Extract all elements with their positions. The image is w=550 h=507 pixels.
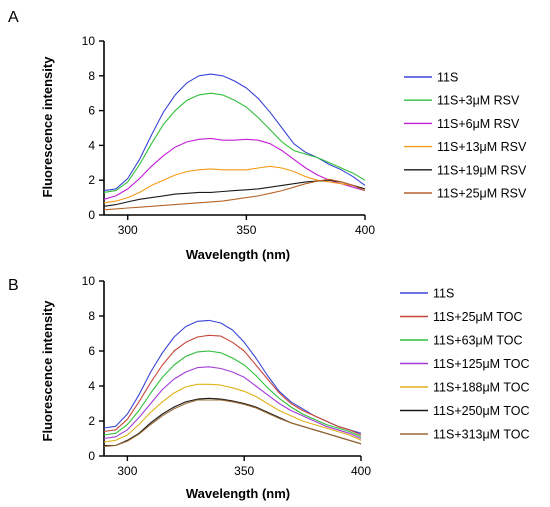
series-line	[103, 319, 362, 434]
series-line	[103, 137, 366, 200]
x-tick-label: 300	[117, 464, 137, 478]
x-tick-label: 350	[234, 464, 254, 478]
series-line	[103, 73, 366, 192]
panel-label: B	[8, 277, 19, 294]
legend-label: 11S+250μM TOC	[433, 404, 530, 418]
plot-area: 0 2 4 6 8 10 300 350 400	[82, 34, 376, 237]
x-axis-label: Wavelength (nm)	[186, 247, 290, 262]
panel-a: A 0 2 4 6 8 10 300 350 400 Fluorescence intensit…	[8, 9, 527, 262]
y-tick-label: 10	[82, 274, 96, 288]
y-tick-label: 4	[88, 138, 95, 152]
legend-label: 11S+13μM RSV	[437, 140, 527, 154]
series-line	[103, 334, 362, 436]
legend-label: 11S+63μM TOC	[433, 334, 523, 348]
series-line	[103, 92, 366, 193]
y-axis-label: Fluorescence intensity	[40, 300, 55, 442]
series-line	[103, 179, 366, 207]
x-tick-label: 400	[351, 464, 371, 478]
x-tick-label: 350	[236, 223, 256, 237]
legend-label: 11S+313μM TOC	[433, 428, 530, 442]
x-axis-label: Wavelength (nm)	[186, 486, 290, 501]
panel-b: B 0 2 4 6 8 10 300 350 400 Fluorescence intensit…	[8, 274, 530, 501]
y-tick-label: 8	[88, 309, 95, 323]
legend-label: 11S+25μM TOC	[433, 310, 523, 324]
y-axis-label: Fluorescence intensity	[40, 56, 55, 198]
series-line	[103, 350, 362, 438]
y-tick-label: 10	[82, 34, 96, 48]
y-tick-label: 6	[88, 104, 95, 118]
y-tick-label: 8	[88, 69, 95, 83]
y-tick-label: 2	[88, 414, 95, 428]
series-line	[103, 366, 362, 440]
x-tick-label: 400	[355, 223, 375, 237]
legend-label: 11S	[433, 287, 454, 301]
legend-label: 11S+6μM RSV	[437, 117, 520, 131]
legend-label: 11S+19μM RSV	[437, 163, 527, 177]
plot-area: 0 2 4 6 8 10 300 350 400	[82, 274, 372, 478]
legend-label: 11S+188μM TOC	[433, 381, 530, 395]
y-tick-label: 0	[88, 449, 95, 463]
legend-label: 11S+125μM TOC	[433, 357, 530, 371]
legend-label: 11S+25μM RSV	[437, 187, 527, 201]
legend-label: 11S+3μM RSV	[437, 94, 520, 108]
y-tick-label: 6	[88, 344, 95, 358]
panel-label: A	[8, 9, 19, 26]
legend-label: 11S	[437, 71, 458, 85]
series-line	[103, 399, 362, 447]
legend: 11S 11S+25μM TOC 11S+63μM TOC 11S+125μM TOC…	[400, 287, 530, 442]
y-tick-label: 4	[88, 379, 95, 393]
x-tick-label: 300	[118, 223, 138, 237]
legend: 11S 11S+3μM RSV 11S+6μM RSV 11S+13μM RSV 11S…	[404, 71, 527, 201]
series-line	[103, 165, 366, 204]
y-tick-label: 0	[88, 208, 95, 222]
series-line	[103, 178, 366, 211]
series-line	[103, 383, 362, 443]
y-tick-label: 2	[88, 173, 95, 187]
